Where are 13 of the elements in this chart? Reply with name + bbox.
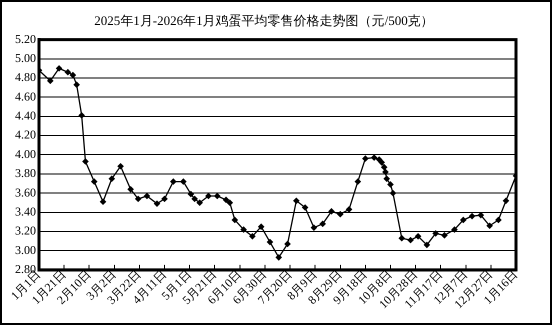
- chart-title: 2025年1月-2026年1月鸡蛋平均零售价格走势图（元/500克）: [94, 13, 434, 28]
- y-tick-label: 3.60: [15, 185, 36, 200]
- y-tick-label: 4.20: [15, 128, 36, 142]
- y-tick-label: 3.40: [15, 204, 36, 218]
- y-tick-label: 5.00: [15, 50, 36, 65]
- y-tick-label: 3.20: [15, 224, 36, 238]
- y-tick-label: 4.60: [15, 89, 36, 104]
- y-tick-label: 4.80: [15, 70, 36, 84]
- y-tick-label: 5.20: [15, 32, 36, 46]
- y-tick-label: 4.40: [15, 108, 36, 123]
- y-tick-label: 4.00: [15, 146, 36, 161]
- y-tick-label: 3.80: [15, 166, 36, 180]
- y-tick-label: 3.00: [15, 242, 36, 257]
